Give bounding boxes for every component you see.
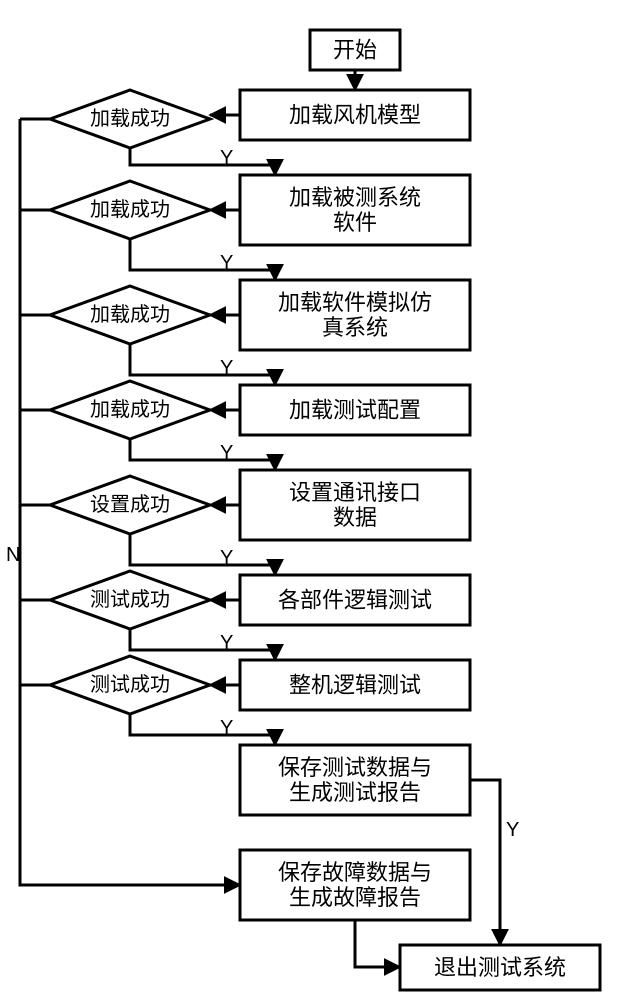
- node-p5-label: 设置通讯接口: [289, 480, 421, 505]
- node-p7: 整机逻辑测试: [240, 660, 470, 710]
- edge-8-label: Y: [220, 442, 233, 464]
- node-d6: 测试成功: [50, 571, 210, 629]
- node-p5-label: 数据: [333, 505, 377, 530]
- edge-2-label: Y: [220, 147, 233, 169]
- edge-24-label: N: [6, 544, 20, 566]
- edge-2: [130, 148, 275, 175]
- node-d1: 加载成功: [50, 90, 210, 148]
- node-start-label: 开始: [333, 38, 377, 63]
- node-p3-label: 加载软件模拟仿: [278, 290, 432, 315]
- flowchart-canvas: 开始加载风机模型加载成功加载被测系统软件加载成功加载软件模拟仿真系统加载成功加载…: [0, 0, 622, 1000]
- edge-16: [355, 920, 400, 967]
- edge-14-label: Y: [220, 717, 233, 739]
- node-start: 开始: [310, 30, 400, 70]
- node-p9-label: 生成故障报告: [289, 885, 421, 910]
- edge-6-label: Y: [220, 357, 233, 379]
- node-p2: 加载被测系统软件: [240, 175, 470, 245]
- node-end-label: 退出测试系统: [434, 955, 566, 980]
- node-p3-label: 真系统: [322, 315, 388, 340]
- node-p7-label: 整机逻辑测试: [289, 673, 421, 698]
- node-d6-label: 测试成功: [90, 588, 170, 611]
- node-p2-label: 软件: [333, 210, 377, 235]
- node-d1-label: 加载成功: [90, 107, 170, 130]
- node-d3-label: 加载成功: [90, 303, 170, 326]
- node-p4-label: 加载测试配置: [289, 398, 421, 423]
- edge-4-label: Y: [220, 252, 233, 274]
- node-p9: 保存故障数据与生成故障报告: [240, 850, 470, 920]
- node-p3: 加载软件模拟仿真系统: [240, 280, 470, 350]
- node-p2-label: 加载被测系统: [289, 185, 421, 210]
- node-p6: 各部件逻辑测试: [240, 575, 470, 625]
- edge-15-label: Y: [506, 819, 519, 841]
- edge-10-label: Y: [220, 547, 233, 569]
- node-d4-label: 加载成功: [90, 398, 170, 421]
- edge-15: [470, 780, 500, 945]
- node-p5: 设置通讯接口数据: [240, 470, 470, 540]
- edge-12-label: Y: [220, 632, 233, 654]
- node-p8-label: 生成测试报告: [289, 780, 421, 805]
- edge-14: [130, 714, 275, 745]
- node-p6-label: 各部件逻辑测试: [278, 588, 432, 613]
- node-p8: 保存测试数据与生成测试报告: [240, 745, 470, 815]
- node-d5-label: 设置成功: [90, 493, 170, 516]
- edge-12: [130, 629, 275, 660]
- node-p9-label: 保存故障数据与: [278, 860, 432, 885]
- node-p1: 加载风机模型: [240, 90, 470, 140]
- node-d7: 测试成功: [50, 656, 210, 714]
- node-d2: 加载成功: [50, 181, 210, 239]
- node-d3: 加载成功: [50, 286, 210, 344]
- node-d2-label: 加载成功: [90, 198, 170, 221]
- node-d4: 加载成功: [50, 381, 210, 439]
- edge-8: [130, 439, 275, 470]
- node-p4: 加载测试配置: [240, 385, 470, 435]
- node-d5: 设置成功: [50, 476, 210, 534]
- node-p8-label: 保存测试数据与: [278, 755, 432, 780]
- node-end: 退出测试系统: [400, 945, 600, 990]
- node-p1-label: 加载风机模型: [289, 103, 421, 128]
- node-d7-label: 测试成功: [90, 673, 170, 696]
